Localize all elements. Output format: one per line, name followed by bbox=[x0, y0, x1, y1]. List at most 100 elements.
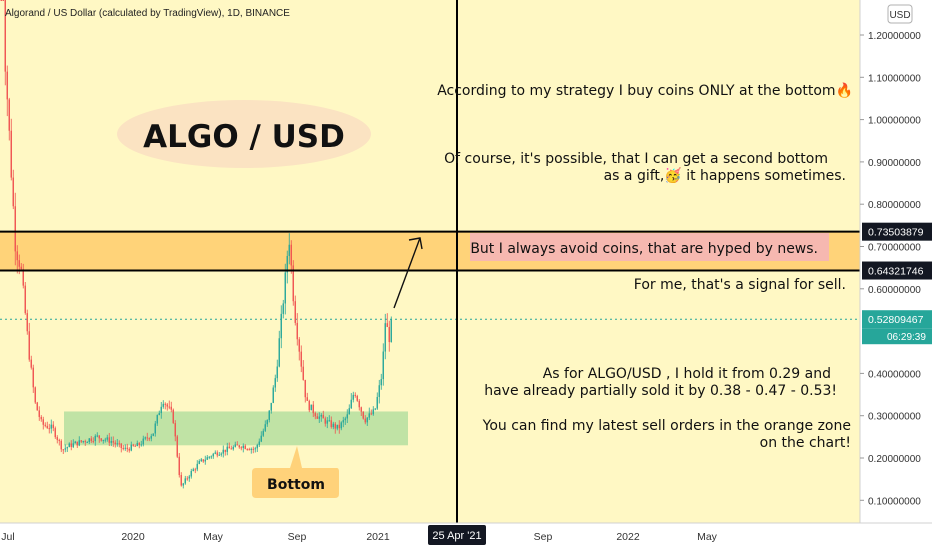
candle bbox=[172, 408, 174, 424]
candle bbox=[148, 437, 150, 442]
candle bbox=[72, 439, 74, 449]
candle bbox=[364, 415, 366, 425]
candle bbox=[288, 233, 290, 265]
y-tick-label: 0.30000000 bbox=[868, 412, 921, 423]
candle bbox=[26, 309, 28, 335]
candle bbox=[92, 437, 94, 444]
x-tick-label: 2022 bbox=[616, 531, 640, 543]
currency-button-label: USD bbox=[889, 10, 910, 21]
currency-button[interactable] bbox=[887, 4, 913, 24]
candle bbox=[196, 460, 198, 472]
candle bbox=[320, 413, 322, 422]
candle bbox=[386, 313, 388, 328]
candle bbox=[284, 263, 286, 315]
candle bbox=[116, 439, 118, 447]
y-tick-label: 1.20000000 bbox=[868, 31, 921, 42]
candle bbox=[268, 410, 270, 423]
x-tick-label: 2020 bbox=[121, 531, 145, 543]
candle bbox=[138, 442, 140, 449]
candle bbox=[82, 440, 84, 444]
candle bbox=[60, 439, 62, 453]
candle bbox=[378, 379, 380, 404]
candle bbox=[306, 392, 308, 401]
y-tick: 1.10000000 bbox=[860, 73, 921, 84]
candle bbox=[246, 448, 248, 451]
candle bbox=[188, 474, 190, 482]
candle bbox=[120, 443, 122, 453]
candle bbox=[296, 313, 298, 346]
candle bbox=[258, 438, 260, 447]
candle bbox=[238, 444, 240, 449]
candle bbox=[254, 446, 256, 453]
x-tick-label: May bbox=[697, 531, 718, 543]
price-axis[interactable] bbox=[860, 0, 932, 523]
candle bbox=[312, 401, 314, 418]
candle bbox=[350, 393, 352, 409]
candle bbox=[332, 421, 334, 430]
candle bbox=[202, 459, 204, 463]
price-label-teal: 0.52809467 06:29:39 bbox=[862, 310, 932, 345]
candle bbox=[232, 445, 234, 451]
candle bbox=[184, 475, 186, 485]
candle bbox=[322, 410, 324, 419]
candle bbox=[178, 452, 180, 478]
candle bbox=[80, 440, 82, 444]
candle bbox=[86, 441, 88, 444]
candle bbox=[28, 322, 30, 362]
note-sell-signal: For me, that's a signal for sell. bbox=[634, 277, 846, 293]
y-tick-label: 0.20000000 bbox=[868, 454, 921, 465]
candle bbox=[88, 438, 90, 445]
candle bbox=[388, 320, 390, 352]
candle bbox=[334, 421, 336, 434]
candle bbox=[152, 433, 154, 437]
candle bbox=[166, 402, 168, 411]
candle bbox=[308, 399, 310, 413]
green-bottom-zone bbox=[64, 411, 408, 446]
candle bbox=[192, 467, 194, 472]
candle bbox=[190, 468, 192, 479]
candle bbox=[276, 359, 278, 382]
candle bbox=[90, 436, 92, 444]
candle bbox=[118, 440, 120, 448]
candle bbox=[144, 436, 146, 441]
candle bbox=[278, 330, 280, 368]
candle bbox=[274, 374, 276, 392]
candle bbox=[250, 447, 252, 454]
y-tick: 0.40000000 bbox=[860, 369, 921, 380]
candle bbox=[318, 412, 320, 423]
candle bbox=[30, 355, 32, 370]
candle bbox=[6, 65, 8, 117]
candle bbox=[78, 436, 80, 447]
candle bbox=[234, 441, 236, 448]
bottom-label: Bottom bbox=[267, 477, 325, 493]
y-tick: 0.10000000 bbox=[860, 496, 921, 507]
candle bbox=[340, 421, 342, 431]
candle bbox=[348, 404, 350, 415]
candle bbox=[198, 459, 200, 465]
x-tick-label: Sep bbox=[288, 531, 307, 543]
candle bbox=[256, 443, 258, 452]
candle bbox=[230, 445, 232, 450]
candle bbox=[310, 404, 312, 411]
candle bbox=[324, 416, 326, 427]
candle bbox=[84, 439, 86, 446]
candle bbox=[32, 364, 34, 393]
x-tick-label: 2021 bbox=[366, 531, 390, 543]
candle bbox=[24, 281, 26, 315]
candle bbox=[304, 379, 306, 403]
y-tick-label: 0.40000000 bbox=[868, 369, 921, 380]
price-label-dark: 0.73503879 bbox=[862, 222, 932, 241]
candle bbox=[94, 434, 96, 446]
candle bbox=[326, 417, 328, 429]
candle bbox=[150, 433, 152, 442]
y-tick-label: 0.60000000 bbox=[868, 285, 921, 296]
candle bbox=[108, 432, 110, 447]
note-hold-line1: As for ALGO/USD , I hold it from 0.29 an… bbox=[543, 366, 831, 382]
candle bbox=[142, 435, 144, 447]
candle bbox=[346, 409, 348, 423]
candle bbox=[170, 401, 172, 413]
y-tick-label: 0.70000000 bbox=[868, 243, 921, 254]
candle bbox=[282, 299, 284, 319]
candle bbox=[104, 437, 106, 443]
